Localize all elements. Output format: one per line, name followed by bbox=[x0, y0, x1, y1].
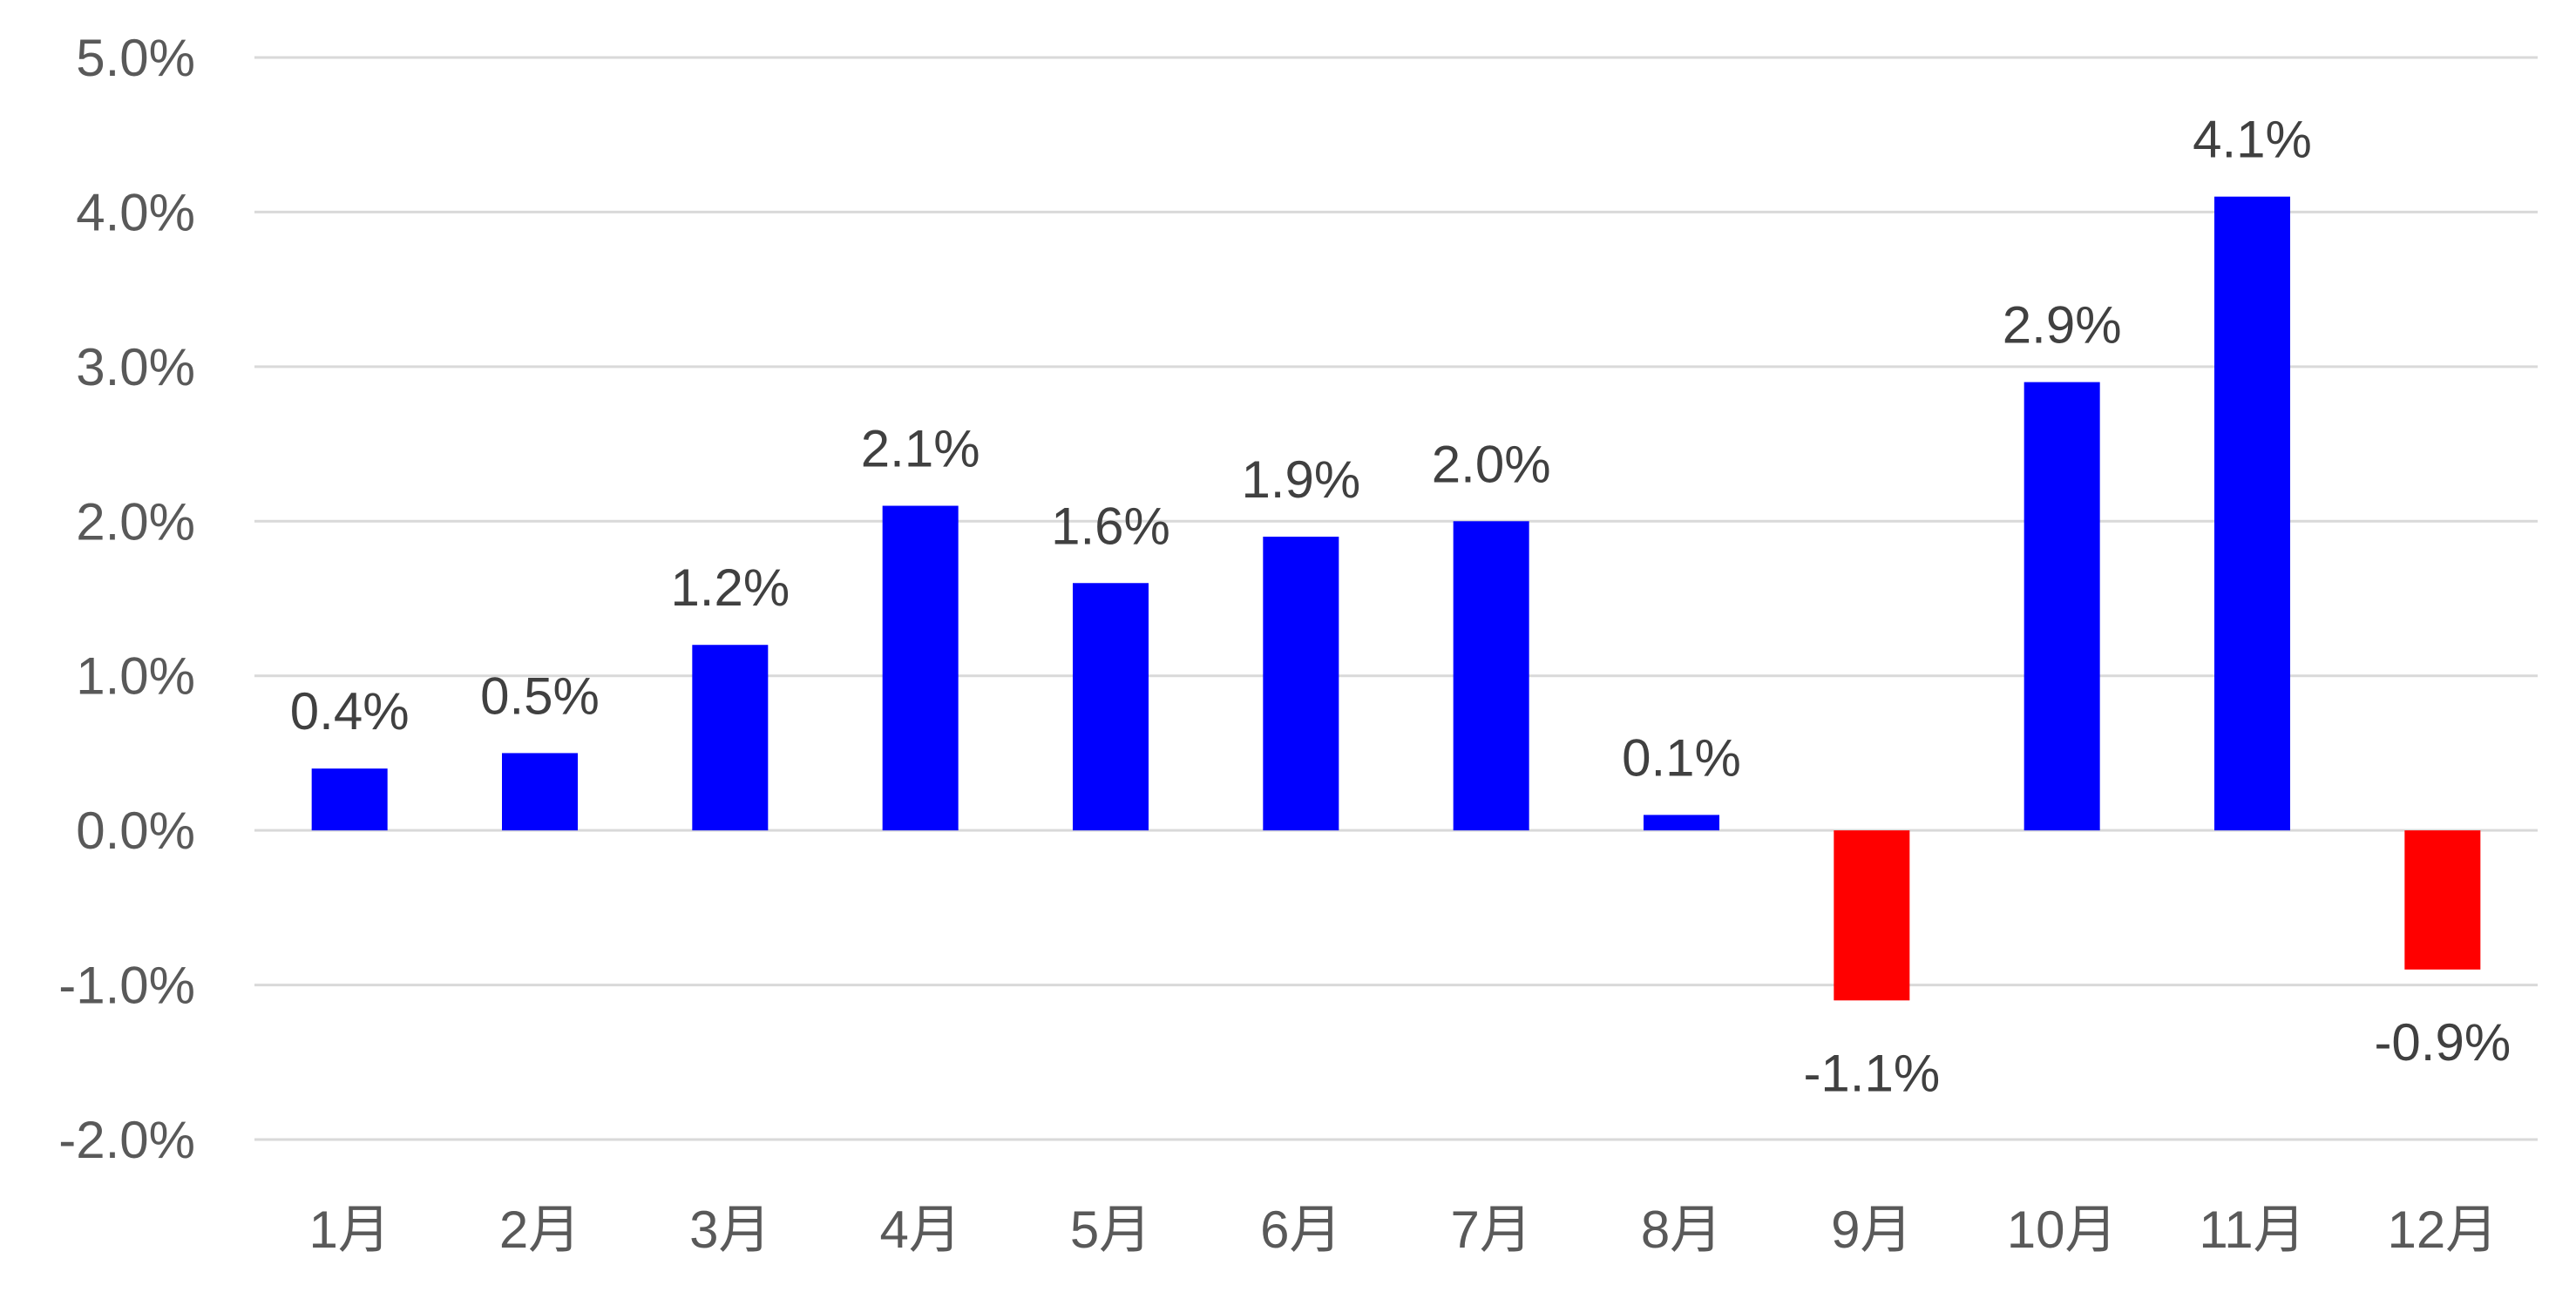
x-tick-label: 5月 bbox=[1070, 1201, 1151, 1259]
x-axis-tick-labels: 1月 2月 3月 4月 5月 6月 7月 8月 9月 10月 11月 12月 bbox=[308, 1201, 2498, 1259]
x-tick-label: 11月 bbox=[2199, 1201, 2305, 1259]
bars bbox=[311, 196, 2481, 1001]
bar bbox=[2404, 830, 2481, 970]
data-label: -1.1% bbox=[1803, 1044, 1940, 1102]
bar bbox=[311, 768, 388, 831]
y-tick-label: 1.0% bbox=[76, 647, 195, 706]
x-tick-label: 1月 bbox=[308, 1201, 390, 1259]
y-axis-tick-labels: 5.0% 4.0% 3.0% 2.0% 1.0% 0.0% -1.0% -2.0% bbox=[58, 29, 195, 1169]
data-label: 0.1% bbox=[1622, 728, 1741, 787]
y-tick-label: -2.0% bbox=[58, 1111, 195, 1169]
y-tick-label: 2.0% bbox=[76, 492, 195, 551]
data-labels: 0.4% 0.5% 1.2% 2.1% 1.6% 1.9% 2.0% 0.1% -1.1% 2.9… bbox=[290, 111, 2511, 1103]
bar bbox=[692, 645, 769, 831]
x-tick-label: 6月 bbox=[1260, 1201, 1341, 1259]
bar bbox=[1644, 815, 1719, 831]
x-tick-label: 12月 bbox=[2387, 1201, 2498, 1259]
bar bbox=[502, 753, 578, 831]
bar bbox=[1453, 521, 1529, 831]
y-tick-label: 0.0% bbox=[76, 802, 195, 860]
bar bbox=[882, 505, 959, 831]
bar bbox=[1834, 830, 1910, 1001]
y-tick-label: 4.0% bbox=[76, 183, 195, 241]
data-label: 1.2% bbox=[670, 558, 790, 617]
x-tick-label: 3月 bbox=[689, 1201, 770, 1259]
gridlines bbox=[254, 56, 2538, 1141]
data-label: 2.0% bbox=[1432, 435, 1551, 493]
data-label: 2.9% bbox=[2003, 296, 2122, 355]
x-tick-label: 2月 bbox=[499, 1201, 580, 1259]
bar bbox=[2024, 382, 2100, 831]
data-label: 4.1% bbox=[2193, 111, 2312, 169]
data-label: 1.6% bbox=[1051, 497, 1170, 555]
data-label: 0.4% bbox=[290, 682, 410, 741]
x-tick-label: 7月 bbox=[1450, 1201, 1531, 1259]
x-tick-label: 9月 bbox=[1831, 1201, 1912, 1259]
y-tick-label: 3.0% bbox=[76, 338, 195, 396]
data-label: -0.9% bbox=[2374, 1013, 2511, 1072]
data-label: 0.5% bbox=[480, 666, 600, 725]
bar bbox=[2214, 196, 2290, 831]
x-tick-label: 10月 bbox=[2007, 1201, 2118, 1259]
x-tick-label: 4月 bbox=[879, 1201, 960, 1259]
data-label: 1.9% bbox=[1241, 450, 1360, 509]
x-tick-label: 8月 bbox=[1641, 1201, 1722, 1259]
y-tick-label: -1.0% bbox=[58, 957, 195, 1015]
bar bbox=[1263, 537, 1339, 831]
data-label: 2.1% bbox=[861, 420, 980, 478]
bar bbox=[1073, 583, 1149, 831]
y-tick-label: 5.0% bbox=[76, 29, 195, 87]
